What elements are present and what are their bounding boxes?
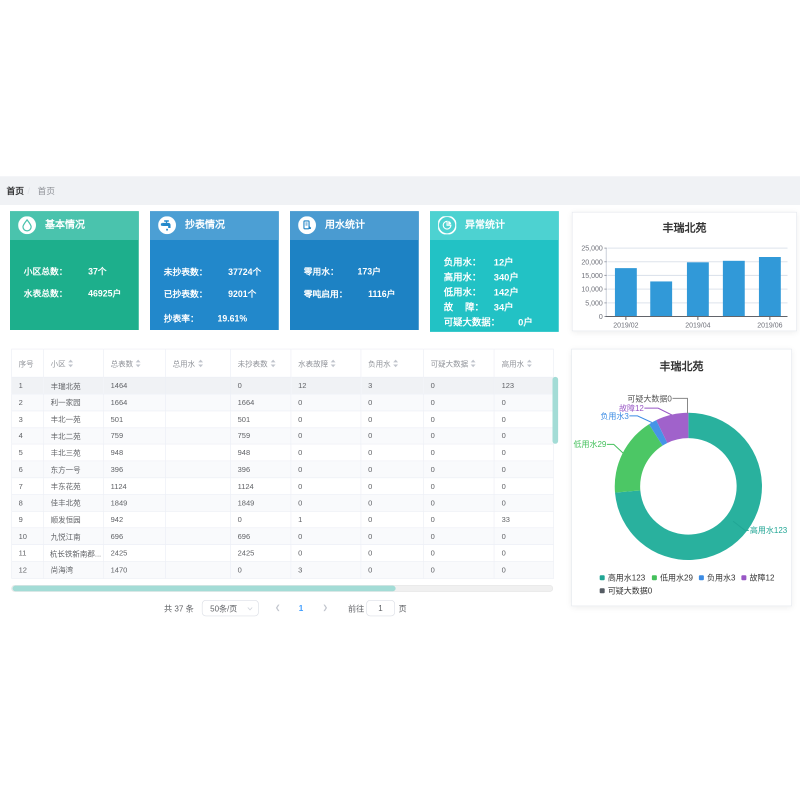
svg-text:10,000: 10,000: [582, 287, 604, 294]
svg-text:2019/06: 2019/06: [757, 323, 782, 330]
svg-text:故障12: 故障12: [619, 403, 644, 413]
svg-text:0: 0: [599, 314, 603, 321]
svg-text:负用水3: 负用水3: [600, 411, 629, 421]
svg-text:15,000: 15,000: [582, 273, 604, 280]
svg-text:5,000: 5,000: [585, 300, 603, 307]
svg-text:高用水123: 高用水123: [608, 573, 646, 583]
svg-text:2019/04: 2019/04: [685, 323, 710, 330]
svg-text:可疑大数据0: 可疑大数据0: [627, 393, 672, 403]
svg-text:25,000: 25,000: [582, 246, 604, 253]
svg-text:低用水29: 低用水29: [573, 439, 606, 449]
svg-text:20,000: 20,000: [582, 259, 604, 266]
svg-text:2019/02: 2019/02: [613, 323, 638, 330]
svg-text:故障12: 故障12: [749, 573, 774, 583]
svg-text:低用水29: 低用水29: [660, 573, 693, 583]
svg-text:可疑大数据0: 可疑大数据0: [608, 586, 653, 596]
svg-text:高用水123: 高用水123: [750, 525, 788, 535]
svg-text:负用水3: 负用水3: [707, 573, 736, 583]
